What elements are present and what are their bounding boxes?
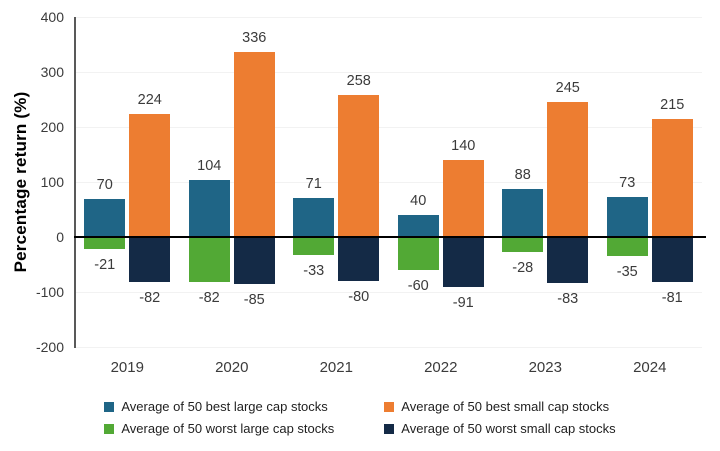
bar-worst-small-cap-2022 [442, 237, 484, 288]
legend-label: Average of 50 worst large cap stocks [121, 421, 335, 436]
bar-best-small-cap-2020 [233, 52, 275, 237]
gridline [75, 16, 702, 18]
x-tick-label: 2020 [215, 359, 249, 376]
data-label: 258 [346, 73, 371, 90]
x-tick-label: 2023 [528, 359, 562, 376]
legend-label: Average of 50 best small cap stocks [401, 399, 610, 414]
y-tick-label: 100 [40, 174, 64, 190]
bar-best-small-cap-2023 [547, 102, 589, 237]
y-tick-label: 0 [56, 229, 64, 245]
bar-worst-large-cap-2022 [397, 237, 439, 270]
data-label: 336 [242, 30, 267, 47]
legend-swatch-worst-small-cap [384, 423, 395, 434]
gridline [75, 291, 702, 293]
data-label: -81 [661, 289, 683, 306]
legend: Average of 50 best large cap stocks Avera… [0, 399, 720, 436]
data-label: -35 [616, 264, 638, 281]
data-label: 104 [197, 157, 222, 174]
bar-worst-large-cap-2019 [84, 237, 126, 249]
gridline [75, 71, 702, 73]
gridline [75, 181, 702, 183]
y-axis-line [74, 17, 76, 348]
zero-baseline [74, 236, 706, 238]
data-label: -28 [512, 260, 534, 277]
data-label: -21 [94, 256, 116, 273]
data-label: -85 [243, 291, 265, 308]
legend-item-best-large-cap: Average of 50 best large cap stocks [104, 399, 334, 414]
data-label: 71 [305, 175, 322, 192]
data-label: 140 [451, 138, 476, 154]
bar-worst-small-cap-2019 [129, 237, 171, 283]
bar-worst-small-cap-2023 [547, 237, 589, 283]
legend-label: Average of 50 worst small cap stocks [401, 421, 616, 436]
data-label: 88 [514, 166, 531, 183]
bar-best-small-cap-2022 [442, 160, 484, 237]
bar-worst-small-cap-2024 [651, 237, 693, 282]
bar-worst-small-cap-2020 [233, 237, 275, 284]
data-label: -82 [139, 290, 161, 307]
legend-swatch-best-large-cap [104, 401, 115, 412]
data-label: -33 [303, 263, 325, 280]
bar-best-large-cap-2023 [502, 188, 544, 237]
bar-best-large-cap-2022 [397, 215, 439, 237]
data-label: 245 [555, 80, 580, 97]
y-tick-label: 200 [40, 119, 64, 135]
data-label: 215 [660, 96, 685, 113]
y-tick-label: -200 [35, 339, 64, 355]
data-label: 40 [410, 193, 427, 209]
legend-swatch-worst-large-cap [104, 423, 115, 434]
bar-best-large-cap-2020 [188, 179, 230, 237]
legend-item-best-small-cap: Average of 50 best small cap stocks [384, 399, 615, 414]
bar-best-large-cap-2019 [84, 198, 126, 237]
x-tick-label: 2021 [319, 359, 353, 376]
data-label: 224 [137, 91, 162, 108]
bar-best-small-cap-2019 [129, 113, 171, 237]
gridline [75, 126, 702, 128]
bar-worst-large-cap-2023 [502, 237, 544, 253]
bar-best-small-cap-2021 [338, 95, 380, 237]
y-tick-label: 400 [40, 9, 64, 25]
bar-worst-large-cap-2021 [293, 237, 335, 256]
bar-worst-small-cap-2021 [338, 237, 380, 281]
bar-best-large-cap-2024 [606, 196, 648, 237]
y-tick-label: -100 [35, 284, 64, 300]
data-label: -60 [407, 278, 429, 294]
bar-best-small-cap-2024 [651, 118, 693, 237]
legend-label: Average of 50 best large cap stocks [121, 399, 328, 414]
data-label: 70 [96, 176, 113, 193]
bar-best-large-cap-2021 [293, 197, 335, 237]
y-tick-label: 300 [40, 64, 64, 80]
legend-item-worst-large-cap: Average of 50 worst large cap stocks [104, 421, 334, 436]
x-tick-label: 2022 [424, 359, 458, 376]
bar-worst-large-cap-2020 [188, 237, 230, 283]
legend-swatch-best-small-cap [384, 401, 395, 412]
data-label: 73 [619, 174, 636, 191]
bar-worst-large-cap-2024 [606, 237, 648, 257]
data-label: -91 [452, 295, 474, 312]
data-label: -83 [557, 290, 579, 307]
x-tick-label: 2019 [110, 359, 144, 376]
data-label: -80 [348, 289, 370, 305]
data-label: -82 [198, 290, 220, 307]
legend-item-worst-small-cap: Average of 50 worst small cap stocks [384, 421, 616, 436]
x-tick-label: 2024 [633, 359, 667, 376]
gridline [75, 346, 702, 348]
